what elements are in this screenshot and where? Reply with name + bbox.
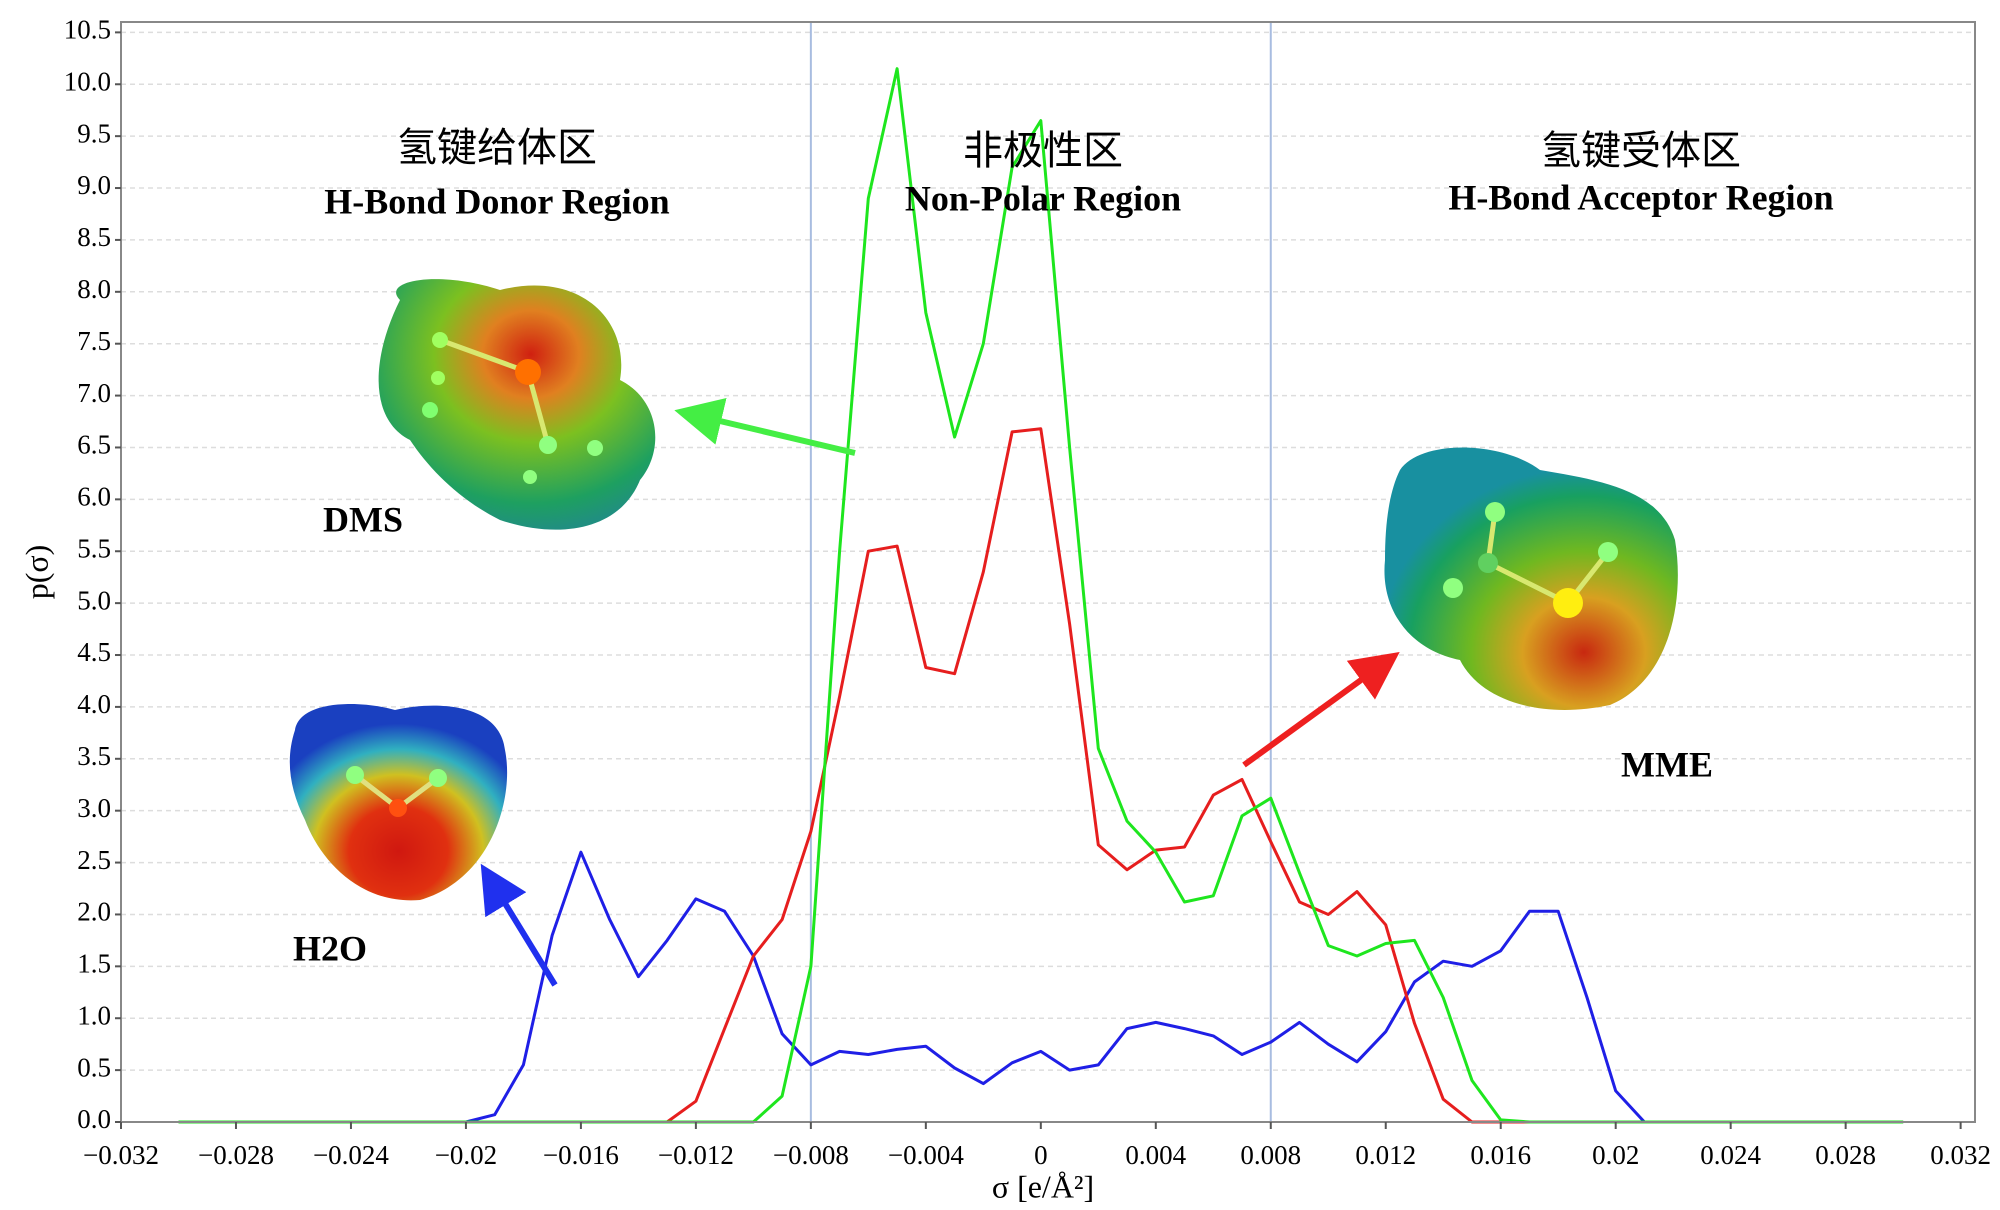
x-tick-label: 0.024 <box>1700 1140 1761 1170</box>
y-tick-label: 10.0 <box>64 66 111 96</box>
y-tick-label: 5.0 <box>77 585 111 615</box>
region-label: Non-Polar Region <box>905 178 1181 218</box>
y-tick-label: 8.5 <box>77 222 111 252</box>
mme-molecule <box>1384 447 1678 710</box>
x-tick-label: −0.024 <box>313 1140 389 1170</box>
region-label: H-Bond Donor Region <box>324 181 669 221</box>
y-tick-label: 0.0 <box>77 1104 111 1134</box>
x-tick-label: 0.016 <box>1470 1140 1531 1170</box>
y-tick-label: 7.5 <box>77 326 111 356</box>
x-tick-label: −0.008 <box>773 1140 849 1170</box>
plot-frame <box>120 21 1976 1123</box>
y-tick-label: 5.5 <box>77 533 111 563</box>
x-tick-label: −0.028 <box>198 1140 274 1170</box>
h2o-arrow <box>480 863 558 987</box>
region-label: 非极性区 <box>963 128 1123 174</box>
region-label: H-Bond Acceptor Region <box>1448 177 1833 217</box>
x-tick-label: −0.032 <box>83 1140 159 1170</box>
x-tick-label: 0 <box>1034 1140 1048 1170</box>
y-tick-label: 0.5 <box>77 1052 111 1082</box>
x-tick-label: −0.004 <box>888 1140 964 1170</box>
x-tick-label: 0.028 <box>1815 1140 1876 1170</box>
y-tick-label: 2.5 <box>77 845 111 875</box>
y-tick-label: 9.5 <box>77 118 111 148</box>
dms-arrow <box>674 397 856 456</box>
y-tick-label: 1.0 <box>77 1000 111 1030</box>
y-tick-label: 1.5 <box>77 949 111 979</box>
x-tick-label: 0.008 <box>1240 1140 1301 1170</box>
x-axis-title: σ [e/Å²] <box>992 1168 1094 1204</box>
y-tick-label: 8.0 <box>77 274 111 304</box>
y-tick-label: 6.5 <box>77 430 111 460</box>
h2o-molecule <box>289 704 508 901</box>
dms-molecule <box>378 279 656 530</box>
region-label: 氢键给体区 <box>397 125 597 171</box>
x-tick-label: −0.016 <box>543 1140 619 1170</box>
mme-arrow <box>1242 651 1400 768</box>
y-tick-label: 9.0 <box>77 170 111 200</box>
x-tick-label: −0.012 <box>658 1140 734 1170</box>
y-tick-label: 4.5 <box>77 637 111 667</box>
x-tick-label: −0.02 <box>435 1140 497 1170</box>
region-label: 氢键受体区 <box>1541 128 1741 174</box>
y-tick-label: 3.5 <box>77 741 111 771</box>
molecule-label: MME <box>1621 744 1713 784</box>
y-tick-label: 7.0 <box>77 378 111 408</box>
y-axis-title: p(σ) <box>18 545 54 600</box>
y-tick-label: 2.0 <box>77 897 111 927</box>
y-tick-label: 6.0 <box>77 482 111 512</box>
y-tick-label: 4.0 <box>77 689 111 719</box>
molecule-label: H2O <box>293 928 367 968</box>
x-tick-label: 0.032 <box>1930 1140 1991 1170</box>
molecule-label: DMS <box>323 499 403 539</box>
x-tick-label: 0.012 <box>1355 1140 1416 1170</box>
x-tick-label: 0.02 <box>1592 1140 1639 1170</box>
y-tick-label: 3.0 <box>77 793 111 823</box>
y-tick-label: 10.5 <box>64 15 111 45</box>
x-tick-label: 0.004 <box>1125 1140 1186 1170</box>
